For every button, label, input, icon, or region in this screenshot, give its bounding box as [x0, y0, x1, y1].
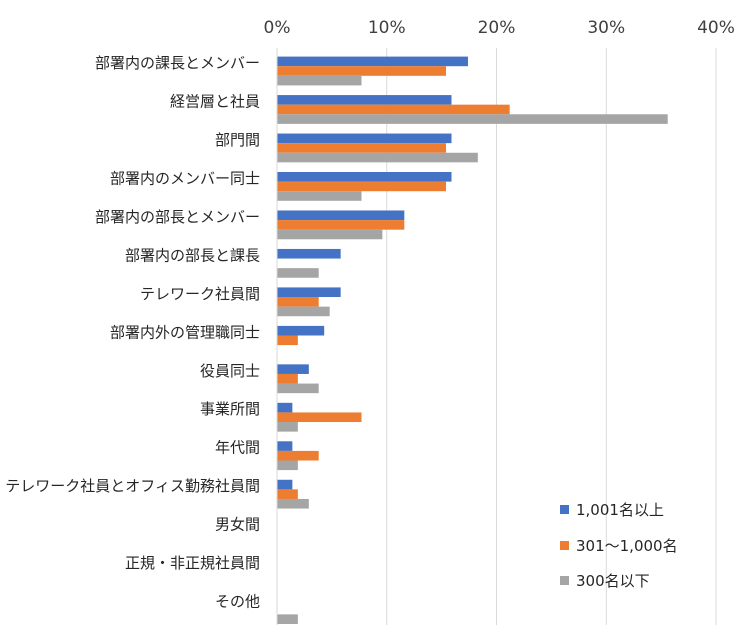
- bar: [277, 133, 452, 144]
- category-label: 事業所間: [200, 400, 260, 418]
- bar: [277, 422, 298, 432]
- x-tick-label: 0%: [264, 18, 291, 38]
- category-label: 部署内外の管理職同士: [110, 323, 260, 341]
- bar: [277, 152, 478, 163]
- bar: [277, 268, 319, 278]
- legend-swatch: [560, 576, 569, 585]
- bar: [277, 306, 330, 317]
- bar: [277, 104, 510, 115]
- category-label: テレワーク社員とオフィス勤務社員間: [5, 477, 260, 495]
- bar: [277, 181, 447, 192]
- category-label: 部署内の課長とメンバー: [95, 54, 260, 72]
- bar: [277, 450, 319, 461]
- bar: [277, 364, 309, 374]
- bar: [277, 489, 298, 499]
- category-label: 部署内の部長と課長: [125, 246, 260, 264]
- x-tick-label: 20%: [478, 18, 516, 38]
- gridlines: [386, 48, 717, 625]
- bar: [277, 335, 298, 346]
- bar: [277, 220, 405, 230]
- category-label: 正規・非正規社員間: [125, 554, 260, 572]
- category-label: 経営層と社員: [170, 92, 260, 110]
- category-label: 男女間: [215, 516, 260, 534]
- category-label: 部署内のメンバー同士: [110, 169, 260, 187]
- bar: [277, 479, 293, 490]
- legend-swatch: [560, 541, 569, 550]
- bar: [277, 95, 452, 105]
- bar: [277, 143, 447, 153]
- bar: [277, 210, 405, 221]
- bar: [277, 460, 298, 471]
- bar: [277, 412, 362, 423]
- bar: [277, 172, 452, 182]
- bar: [277, 114, 668, 124]
- legend: 1,001名以上 301〜1,000名 300名以下: [560, 501, 678, 590]
- legend-label: 300名以下: [576, 572, 650, 590]
- bar: [277, 402, 293, 413]
- bar: [277, 191, 362, 201]
- category-label: テレワーク社員間: [140, 285, 260, 303]
- bar: [277, 383, 319, 394]
- category-label: 部門間: [215, 131, 260, 149]
- x-axis-ticks: 0% 10% 20% 30% 40%: [264, 18, 735, 38]
- bar: [277, 56, 468, 67]
- bar: [277, 66, 447, 76]
- bar: [277, 373, 298, 384]
- category-label: 年代間: [215, 439, 260, 457]
- legend-swatch: [560, 505, 569, 514]
- bar: [277, 441, 293, 451]
- category-labels: 部署内の課長とメンバー経営層と社員部門間部署内のメンバー同士部署内の部長とメンバ…: [5, 54, 260, 611]
- bar: [277, 75, 362, 86]
- x-tick-label: 30%: [587, 18, 625, 38]
- bar: [277, 614, 298, 624]
- category-label: 役員同士: [200, 362, 260, 380]
- bar: [277, 248, 341, 259]
- bar: [277, 498, 309, 509]
- x-tick-label: 40%: [697, 18, 735, 38]
- x-tick-label: 10%: [368, 18, 406, 38]
- bar: [277, 229, 383, 240]
- bar: [277, 297, 319, 307]
- bar: [277, 325, 325, 336]
- legend-label: 301〜1,000名: [576, 537, 678, 555]
- bar: [277, 287, 341, 298]
- bars: [277, 56, 668, 624]
- category-label: その他: [215, 593, 260, 611]
- category-label: 部署内の部長とメンバー: [95, 208, 260, 226]
- legend-label: 1,001名以上: [576, 501, 664, 519]
